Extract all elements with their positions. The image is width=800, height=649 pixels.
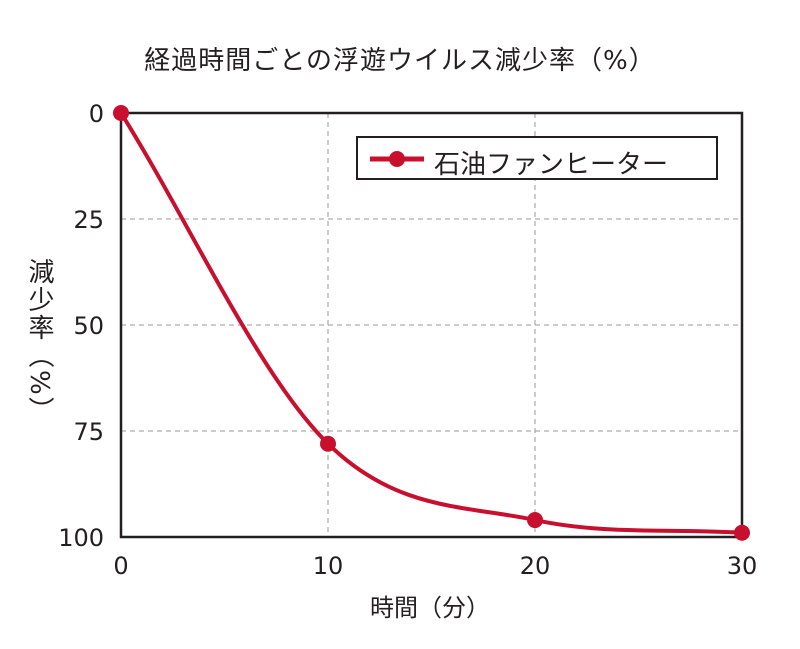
x-tick-label-3: 30 bbox=[727, 552, 758, 580]
legend-label: 石油ファンヒーター bbox=[434, 144, 668, 181]
data-point-0-3 bbox=[734, 525, 750, 541]
legend-swatch bbox=[368, 147, 426, 171]
data-point-0-2 bbox=[527, 512, 543, 528]
x-tick-label-1: 10 bbox=[313, 552, 344, 580]
y-tick-label-1: 25 bbox=[73, 206, 104, 234]
y-tick-label-4: 100 bbox=[58, 524, 104, 552]
x-tick-label-2: 20 bbox=[520, 552, 551, 580]
data-point-0-1 bbox=[320, 436, 336, 452]
y-tick-label-2: 50 bbox=[73, 312, 104, 340]
data-point-0-0 bbox=[113, 105, 129, 121]
legend: 石油ファンヒーター bbox=[356, 136, 718, 180]
y-tick-label-0: 0 bbox=[89, 100, 104, 128]
x-tick-label-0: 0 bbox=[113, 552, 128, 580]
y-tick-label-3: 75 bbox=[73, 418, 104, 446]
